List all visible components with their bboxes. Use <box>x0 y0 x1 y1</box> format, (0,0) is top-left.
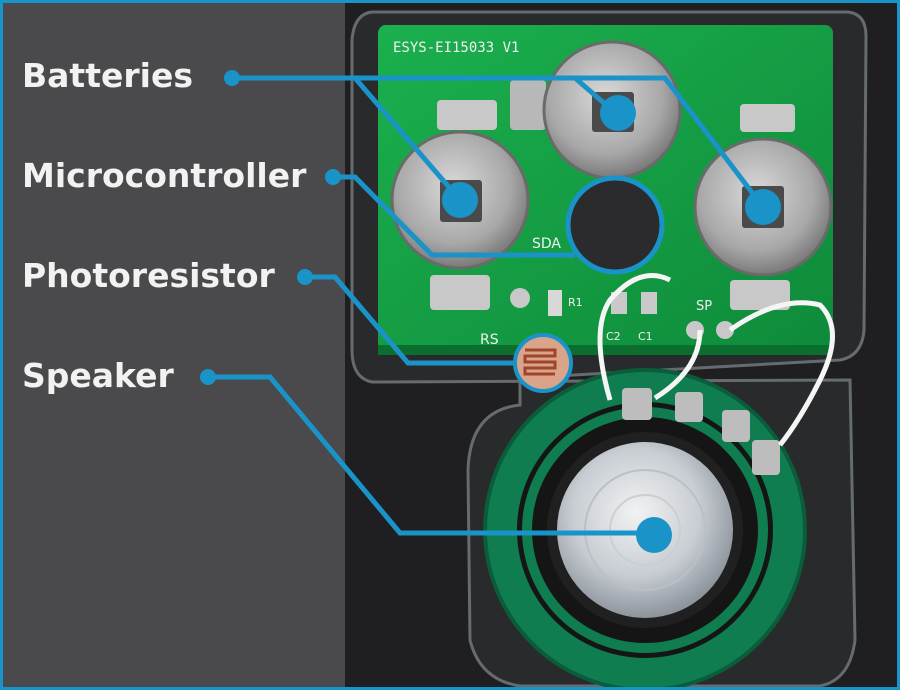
speaker-part <box>483 368 807 690</box>
label-batteries: Batteries <box>22 56 193 95</box>
callout-microcontroller <box>325 169 665 275</box>
callout-batteries <box>224 70 781 225</box>
label-microcontroller: Microcontroller <box>22 156 307 195</box>
microcontroller-chip <box>570 180 660 270</box>
callout-photoresistor <box>297 269 515 366</box>
silkscreen-rs: RS <box>480 332 499 348</box>
label-panel <box>0 0 345 690</box>
silkscreen-c2: C2 <box>606 330 621 343</box>
silkscreen-sp: SP <box>696 299 712 314</box>
callout-speaker <box>200 369 672 553</box>
silkscreen-c1: C1 <box>638 330 653 343</box>
label-photoresistor: Photoresistor <box>22 256 275 295</box>
photoresistor-part <box>513 333 573 393</box>
silkscreen-sda: SDA <box>532 236 561 252</box>
label-speaker: Speaker <box>22 356 174 395</box>
silkscreen-r1: R1 <box>568 296 583 309</box>
silkscreen-title: ESYS-EI15033 V1 <box>393 40 519 56</box>
